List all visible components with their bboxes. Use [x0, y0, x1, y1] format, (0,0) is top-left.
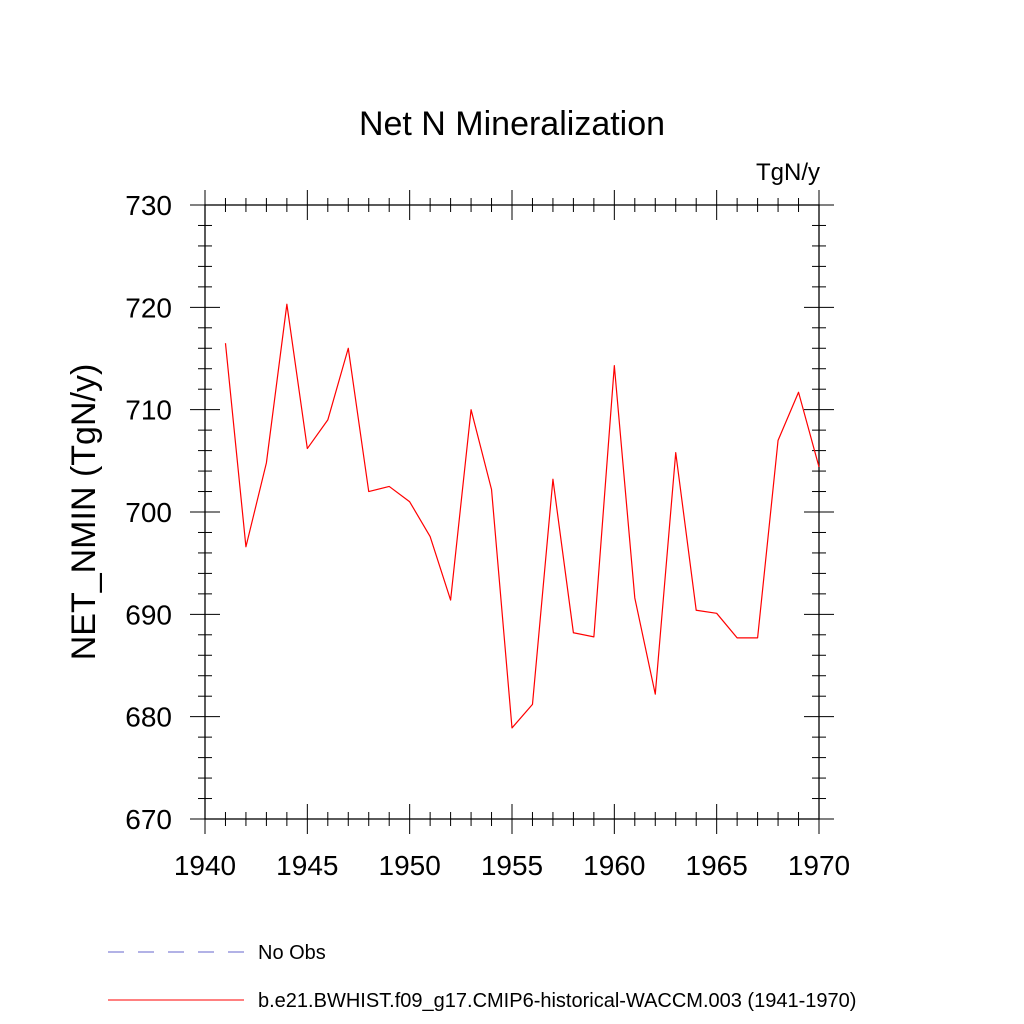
legend-label: No Obs — [258, 942, 326, 964]
y-tick-label: 680 — [125, 702, 172, 733]
x-tick-label: 1960 — [583, 850, 645, 881]
y-tick-labels: 670 680 690 700 710 720 730 — [125, 190, 172, 835]
y-tick-label: 700 — [125, 497, 172, 528]
y-tick-label: 710 — [125, 395, 172, 426]
x-tick-label: 1950 — [379, 850, 441, 881]
x-tick-labels: 1940 1945 1950 1955 1960 1965 1970 — [174, 850, 850, 881]
y-tick-label: 690 — [125, 599, 172, 630]
y-tick-label: 670 — [125, 804, 172, 835]
series-line — [224, 303, 820, 729]
x-tick-label: 1955 — [481, 850, 543, 881]
x-tick-label: 1970 — [788, 850, 850, 881]
axis-ticks — [190, 190, 834, 834]
x-tick-label: 1945 — [276, 850, 338, 881]
y-tick-label: 730 — [125, 190, 172, 221]
legend: No Obs b.e21.BWHIST.f09_g17.CMIP6-histori… — [108, 942, 856, 1012]
y-tick-label: 720 — [125, 292, 172, 323]
x-tick-label: 1940 — [174, 850, 236, 881]
y-axis-label: NET_NMIN (TgN/y) — [65, 364, 103, 661]
legend-label: b.e21.BWHIST.f09_g17.CMIP6-historical-WA… — [258, 990, 856, 1012]
x-tick-label: 1965 — [686, 850, 748, 881]
chart-title: Net N Mineralization — [359, 105, 665, 143]
units-label: TgN/y — [756, 159, 820, 186]
series-layer — [224, 303, 820, 729]
